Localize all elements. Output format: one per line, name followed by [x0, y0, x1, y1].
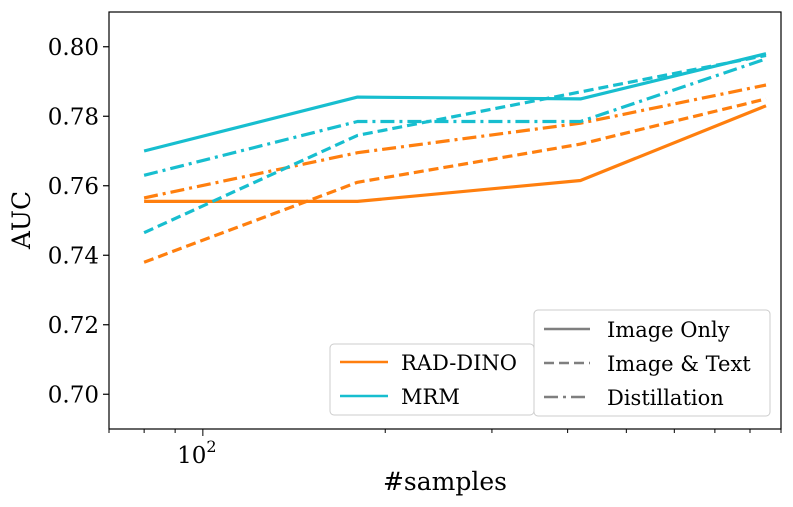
series-line-mrm-distillation [143, 57, 767, 177]
y-tick-label: 0.72 [48, 313, 99, 339]
x-tick-label: 102 [177, 437, 216, 469]
series-line-rad-dino-distillation [143, 83, 767, 200]
legend-label-image-text: Image & Text [607, 352, 751, 376]
series-line-rad-dino-image-text [143, 97, 767, 264]
y-axis-ticks: 0.70 0.72 0.74 0.76 0.78 0.80 [48, 35, 109, 408]
y-tick-label: 0.78 [48, 104, 99, 130]
legend-models: RAD-DINO MRM [329, 343, 535, 416]
series-layer [143, 52, 767, 264]
series-line-mrm-image-only [143, 52, 767, 153]
y-tick-label: 0.74 [48, 243, 99, 269]
legend-label-mrm: MRM [401, 385, 460, 409]
y-tick-label: 0.70 [48, 382, 99, 408]
x-tick-exponent: 2 [206, 437, 216, 456]
plot-area: 0.70 0.72 0.74 0.76 0.78 0.80 102 [48, 11, 782, 469]
plot-frame [108, 11, 782, 430]
y-axis-label: AUC [7, 191, 36, 250]
series-line-mrm-image-text [143, 53, 767, 235]
legend-styles-box [533, 309, 771, 417]
legend-label-image-only: Image Only [607, 318, 730, 342]
legend-label-rad-dino: RAD-DINO [401, 351, 517, 375]
legend-label-distillation: Distillation [607, 386, 724, 410]
x-tick-base: 10 [177, 443, 206, 469]
x-axis-label: #samples [383, 467, 507, 496]
y-tick-label: 0.76 [48, 174, 99, 200]
legend-styles: Image Only Image & Text Distillation [533, 309, 771, 417]
y-tick-label: 0.80 [48, 35, 99, 61]
x-axis-ticks: 102 [108, 429, 782, 469]
series-line-rad-dino-image-only [144, 104, 767, 203]
